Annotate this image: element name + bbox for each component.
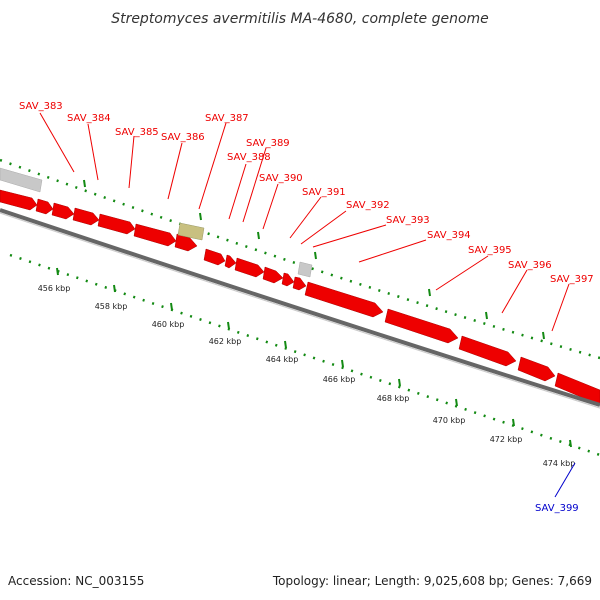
gene-arrow[interactable] xyxy=(262,266,284,284)
gene-label-sav384[interactable]: SAV_384 xyxy=(67,113,111,124)
leader-line xyxy=(300,210,347,245)
lower-major-tick xyxy=(284,340,287,349)
lower-major-tick xyxy=(569,439,572,448)
gene-label-sav395[interactable]: SAV_395 xyxy=(468,245,512,256)
gene-label-sav394[interactable]: SAV_394 xyxy=(427,230,471,241)
kbp-label: 470 kbp xyxy=(433,416,466,425)
gene-label-leaders xyxy=(39,112,570,332)
gene-arrow[interactable] xyxy=(203,248,226,266)
gene-label-sav392[interactable]: SAV_392 xyxy=(346,200,390,211)
gene-arrow[interactable] xyxy=(234,257,265,278)
kbp-label: 462 kbp xyxy=(209,337,242,346)
lower-major-tick xyxy=(113,284,116,293)
gene-arrow[interactable] xyxy=(97,213,136,235)
leader-line xyxy=(87,123,99,181)
lower-major-tick xyxy=(227,321,230,330)
gene-arrow[interactable] xyxy=(517,356,556,382)
highlight-leader-line xyxy=(554,462,576,498)
lower-tick-dots xyxy=(9,253,600,457)
lower-tick-track xyxy=(9,253,600,457)
leader-line xyxy=(435,255,489,291)
gene-arrow[interactable] xyxy=(224,254,237,269)
upper-major-tick xyxy=(542,331,545,340)
gene-arrow[interactable] xyxy=(281,272,295,287)
gene-arrow[interactable] xyxy=(133,223,177,247)
gene-labels: SAV_383 SAV_384 SAV_385 SAV_386 SAV_387 … xyxy=(19,101,594,514)
leader-line xyxy=(289,196,322,239)
gene-label-sav385[interactable]: SAV_385 xyxy=(115,127,159,138)
gene-arrow[interactable] xyxy=(0,189,38,211)
kbp-label: 458 kbp xyxy=(95,302,128,311)
upper-major-tick xyxy=(428,288,431,297)
kbp-label: 472 kbp xyxy=(490,435,523,444)
leader-line xyxy=(358,239,427,263)
backbone-highlight xyxy=(0,212,600,409)
kbp-label: 468 kbp xyxy=(377,394,410,403)
gene-track xyxy=(0,189,600,406)
leader-line xyxy=(39,112,75,173)
gene-label-sav387[interactable]: SAV_387 xyxy=(205,113,249,124)
leader-line xyxy=(128,135,135,189)
leader-line xyxy=(551,283,570,332)
gene-label-sav397[interactable]: SAV_397 xyxy=(550,274,594,285)
gene-label-sav389[interactable]: SAV_389 xyxy=(246,138,290,149)
leader-line xyxy=(501,269,528,314)
feature-olive-block[interactable] xyxy=(177,222,205,241)
kbp-label: 466 kbp xyxy=(323,375,356,384)
gene-label-sav399[interactable]: SAV_399 xyxy=(535,503,579,514)
kbp-labels: 456 kbp 458 kbp 460 kbp 462 kbp 464 kbp … xyxy=(38,284,576,468)
gene-arrow[interactable] xyxy=(72,207,100,226)
leader-line xyxy=(228,163,247,220)
gene-arrow[interactable] xyxy=(304,281,384,318)
gene-arrow[interactable] xyxy=(384,308,459,344)
gene-arrow[interactable] xyxy=(35,198,54,215)
leader-line xyxy=(198,122,227,210)
gene-arrow[interactable] xyxy=(51,202,75,220)
upper-major-tick xyxy=(257,231,260,240)
gene-arrow[interactable] xyxy=(174,233,198,252)
upper-major-tick xyxy=(314,251,317,260)
lower-major-tick xyxy=(341,359,344,368)
lower-major-tick xyxy=(398,378,401,387)
gene-label-sav386[interactable]: SAV_386 xyxy=(161,132,205,143)
gene-label-sav391[interactable]: SAV_391 xyxy=(302,187,346,198)
gene-arrow[interactable] xyxy=(458,335,517,367)
accession-text: Accession: NC_003155 xyxy=(8,574,144,588)
upper-tick-dots xyxy=(0,158,600,360)
leader-line xyxy=(167,142,183,200)
leader-line xyxy=(262,183,279,230)
upper-major-tick xyxy=(83,179,86,188)
upper-tick-track xyxy=(0,158,600,360)
kbp-label: 474 kbp xyxy=(543,459,576,468)
genome-summary-text: Topology: linear; Length: 9,025,608 bp; … xyxy=(272,574,592,588)
feature-grey-block[interactable] xyxy=(0,167,43,193)
gene-label-sav393[interactable]: SAV_393 xyxy=(386,215,430,226)
kbp-label: 456 kbp xyxy=(38,284,71,293)
lower-major-tick xyxy=(455,398,458,407)
upper-major-tick xyxy=(199,212,202,221)
lower-major-tick xyxy=(56,267,59,276)
upper-major-tick xyxy=(485,311,488,320)
gene-label-sav383[interactable]: SAV_383 xyxy=(19,101,63,112)
genome-title: Streptomyces avermitilis MA-4680, comple… xyxy=(111,11,489,27)
kbp-label: 460 kbp xyxy=(152,320,185,329)
gene-label-sav390[interactable]: SAV_390 xyxy=(259,173,303,184)
feature-grey-small-block[interactable] xyxy=(297,261,313,278)
backbone-line xyxy=(0,208,600,407)
leader-line xyxy=(312,224,387,248)
lower-major-tick xyxy=(512,418,515,427)
gene-arrow[interactable] xyxy=(292,276,307,291)
kbp-label: 464 kbp xyxy=(266,355,299,364)
gene-label-sav388[interactable]: SAV_388 xyxy=(227,152,271,163)
gene-label-sav396[interactable]: SAV_396 xyxy=(508,260,552,271)
genome-backbone xyxy=(0,208,600,409)
leader-line xyxy=(242,147,267,223)
lower-major-tick xyxy=(170,302,173,311)
gene-arrow[interactable] xyxy=(554,372,600,406)
